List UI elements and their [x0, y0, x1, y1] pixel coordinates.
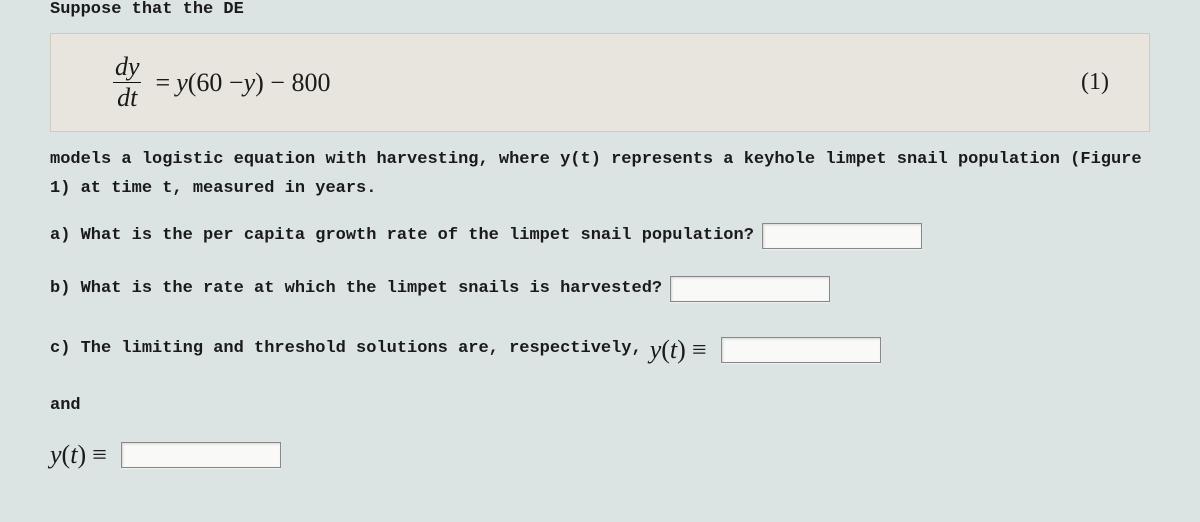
question-a-text: a) What is the per capita growth rate of… [50, 222, 754, 251]
equation-left: dy dt = y (60 − y ) − 800 [111, 52, 330, 113]
eq-rhs-d: ) − 800 [255, 68, 330, 98]
question-c-text: c) The limiting and threshold solutions … [50, 335, 642, 364]
eq-rhs-y1: y [176, 68, 188, 98]
page-container: Suppose that the DE dy dt = y (60 − y ) … [0, 0, 1200, 521]
yt-close-paren-2: ) [77, 440, 86, 469]
answer-c2-input[interactable] [121, 442, 281, 468]
eq-rhs-b: (60 − [188, 68, 244, 98]
equals-sign: = [156, 68, 171, 98]
equation-fraction: dy dt [111, 52, 144, 113]
question-b-row: b) What is the rate at which the limpet … [50, 275, 1150, 304]
equation-box: dy dt = y (60 − y ) − 800 (1) [50, 33, 1150, 132]
yt-y: y [650, 335, 662, 364]
eq-rhs-y2: y [244, 68, 256, 98]
yt-open-paren-2: ( [62, 440, 71, 469]
equiv-1: ≡ [692, 335, 707, 364]
body-text: models a logistic equation with harvesti… [50, 146, 1150, 204]
frac-den: dt [113, 82, 141, 113]
yt-open-paren: ( [661, 335, 670, 364]
intro-text: Suppose that the DE [50, 0, 1150, 19]
frac-num: dy [111, 52, 144, 82]
question-c-row: c) The limiting and threshold solutions … [50, 328, 1150, 372]
answer-a-input[interactable] [762, 223, 922, 249]
yt-expression-2: y(t)≡ [50, 433, 113, 477]
question-b-text: b) What is the rate at which the limpet … [50, 275, 662, 304]
equation-number: (1) [1081, 69, 1109, 96]
equiv-2: ≡ [92, 440, 107, 469]
yt-expression-1: y(t)≡ [650, 328, 713, 372]
question-a-row: a) What is the per capita growth rate of… [50, 222, 1150, 251]
yt-y-2: y [50, 440, 62, 469]
and-text: and [50, 396, 1150, 415]
yt-row-2: y(t)≡ [50, 433, 1150, 477]
answer-c1-input[interactable] [721, 337, 881, 363]
yt-close-paren: ) [677, 335, 686, 364]
answer-b-input[interactable] [670, 276, 830, 302]
